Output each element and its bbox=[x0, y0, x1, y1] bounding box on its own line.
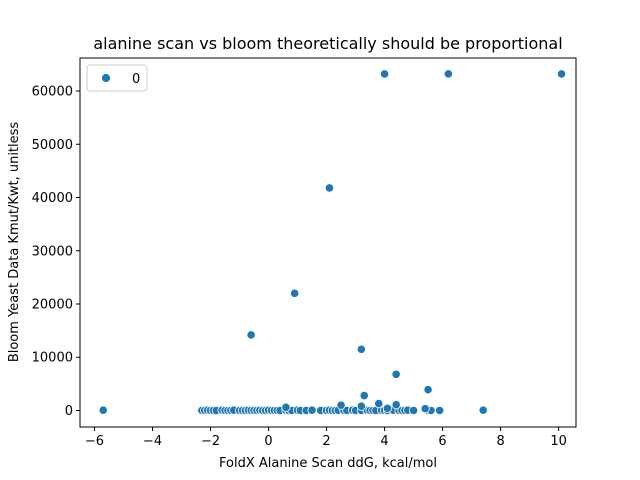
y-axis-label: Bloom Yeast Data Kmut/Kwt, unitless bbox=[7, 122, 22, 363]
x-tick-label: 0 bbox=[264, 434, 272, 449]
y-tick-label: 60000 bbox=[32, 85, 73, 100]
data-point bbox=[391, 400, 401, 410]
data-point bbox=[324, 183, 335, 193]
data-points bbox=[98, 69, 567, 416]
data-point bbox=[356, 401, 366, 411]
data-point bbox=[556, 69, 567, 79]
legend: 0 bbox=[86, 64, 148, 92]
x-tick-label: 8 bbox=[496, 434, 504, 449]
x-tick-label: −6 bbox=[85, 434, 104, 449]
x-tick-label: 2 bbox=[322, 434, 330, 449]
legend-entry-label: 0 bbox=[132, 72, 140, 87]
data-point bbox=[443, 69, 453, 79]
y-tick-label: 10000 bbox=[32, 351, 73, 366]
legend-box bbox=[86, 64, 148, 92]
data-point bbox=[379, 69, 390, 79]
x-tick-label: −2 bbox=[201, 434, 220, 449]
data-point bbox=[336, 400, 346, 410]
legend-marker bbox=[101, 73, 111, 83]
y-tick-label: 0 bbox=[65, 404, 73, 419]
data-point bbox=[423, 385, 433, 395]
data-point bbox=[359, 390, 369, 401]
data-point bbox=[281, 402, 291, 412]
data-point bbox=[307, 405, 317, 415]
data-point bbox=[420, 404, 430, 414]
data-point bbox=[98, 405, 108, 415]
y-tick-label: 50000 bbox=[32, 138, 73, 153]
x-tick-label: −4 bbox=[143, 434, 162, 449]
data-point bbox=[408, 405, 419, 416]
data-point bbox=[290, 288, 300, 298]
data-point bbox=[356, 344, 366, 354]
data-point bbox=[246, 330, 256, 340]
data-point bbox=[391, 369, 401, 379]
y-axis-ticks: 0 10000 20000 30000 40000 50000 60000 bbox=[32, 85, 80, 419]
data-point bbox=[382, 403, 393, 413]
y-tick-label: 30000 bbox=[32, 244, 73, 259]
data-point bbox=[435, 405, 445, 416]
plot-area-frame bbox=[79, 57, 577, 428]
x-tick-label: 10 bbox=[550, 434, 567, 449]
y-tick-label: 40000 bbox=[32, 191, 73, 206]
x-tick-label: 4 bbox=[380, 434, 388, 449]
x-axis-label: FoldX Alanine Scan ddG, kcal/mol bbox=[219, 456, 437, 471]
y-tick-label: 20000 bbox=[32, 298, 73, 313]
data-point bbox=[374, 398, 384, 409]
data-point bbox=[478, 405, 488, 415]
x-tick-label: 6 bbox=[438, 434, 446, 449]
x-axis-ticks: −6 −4 −2 0 2 4 6 8 10 bbox=[85, 427, 567, 449]
chart-title: alanine scan vs bloom theoretically shou… bbox=[93, 34, 562, 53]
